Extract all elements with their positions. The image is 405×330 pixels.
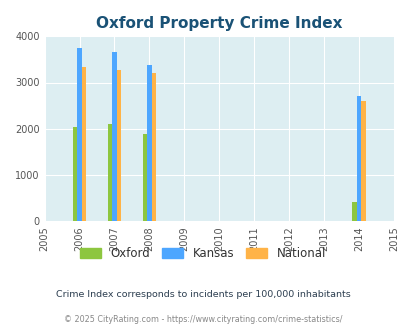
Bar — [356, 96, 360, 221]
Bar — [360, 101, 365, 221]
Legend: Oxford, Kansas, National: Oxford, Kansas, National — [75, 242, 330, 265]
Bar — [82, 67, 86, 221]
Bar — [77, 48, 82, 221]
Bar — [351, 202, 356, 221]
Title: Oxford Property Crime Index: Oxford Property Crime Index — [96, 16, 342, 31]
Bar — [72, 127, 77, 221]
Bar — [117, 70, 121, 221]
Text: © 2025 CityRating.com - https://www.cityrating.com/crime-statistics/: © 2025 CityRating.com - https://www.city… — [64, 315, 341, 324]
Text: Crime Index corresponds to incidents per 100,000 inhabitants: Crime Index corresponds to incidents per… — [55, 290, 350, 299]
Bar — [151, 73, 156, 221]
Bar — [107, 124, 112, 221]
Bar — [142, 134, 147, 221]
Bar — [147, 65, 151, 221]
Bar — [112, 52, 117, 221]
